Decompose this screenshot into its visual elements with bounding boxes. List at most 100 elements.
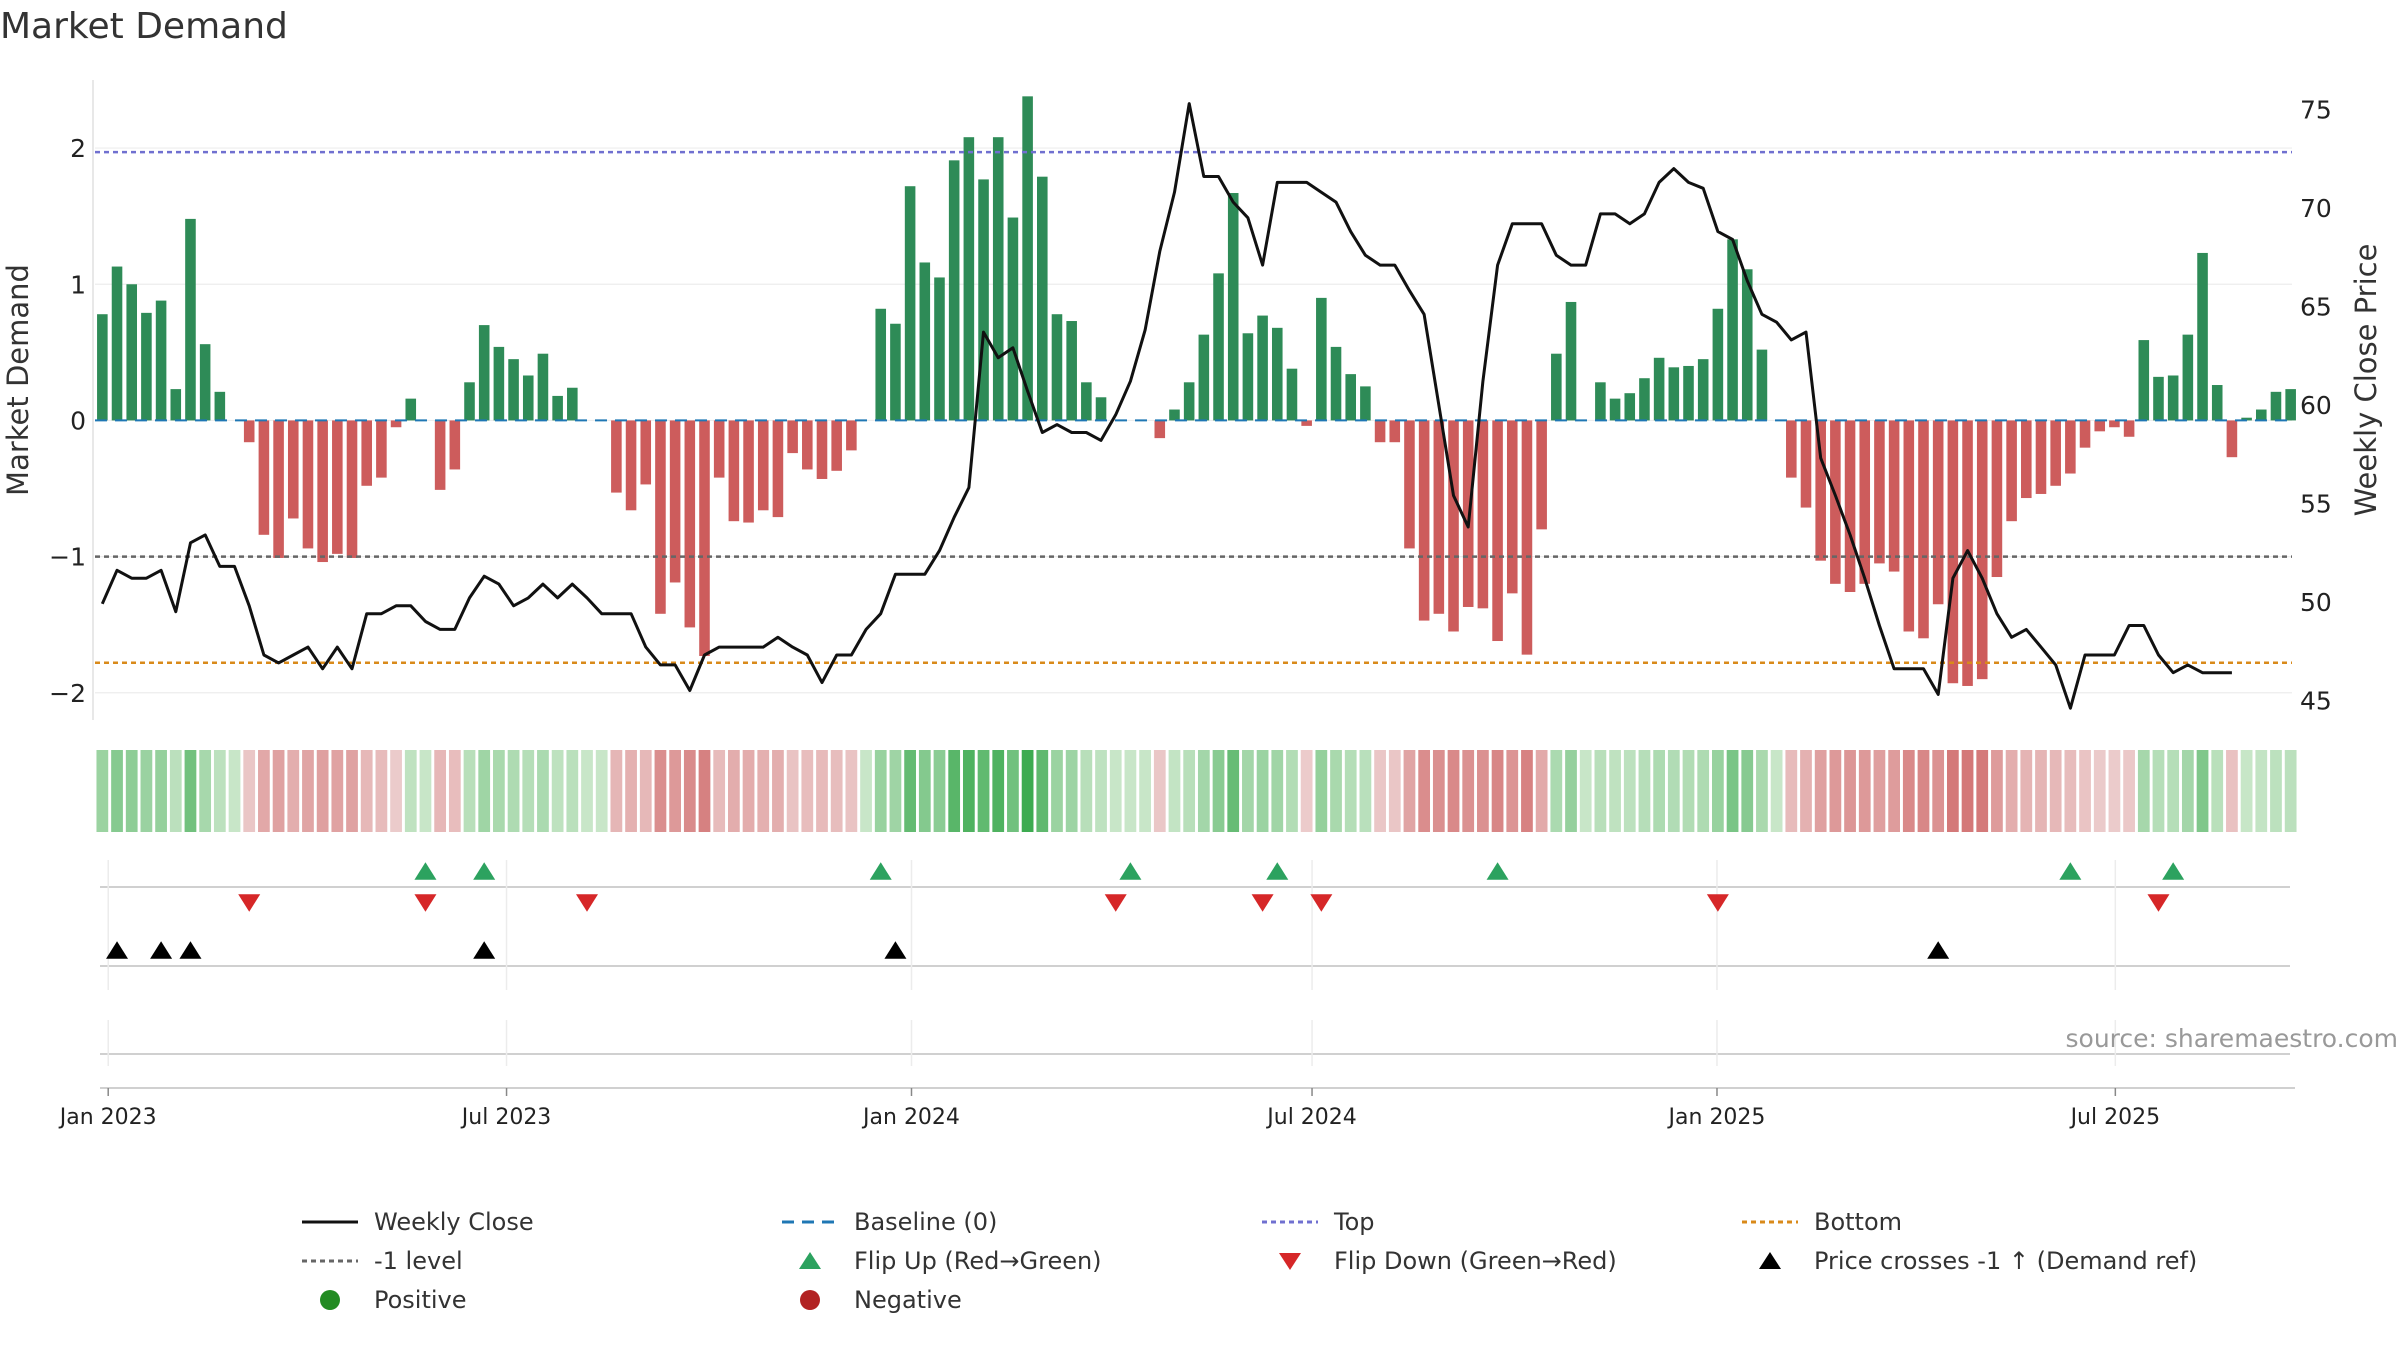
demand-bar: [1007, 217, 1019, 421]
demand-bar: [199, 344, 211, 421]
heat-cell: [948, 750, 961, 832]
demand-bar: [2109, 420, 2120, 428]
heat-cell: [1021, 750, 1034, 832]
right-y-tick-label: 60: [2300, 391, 2332, 420]
demand-bar: [243, 420, 255, 443]
legend-item-minus_one: -1 level: [300, 1247, 463, 1275]
heat-cell: [992, 750, 1005, 832]
demand-bar: [2241, 417, 2252, 421]
heat-cell: [683, 750, 696, 832]
demand-bar: [302, 420, 314, 549]
bottom-legend-icon: [1742, 1220, 1798, 1224]
demand-bar: [478, 325, 490, 421]
flip-down-marker: [1251, 894, 1274, 912]
heat-cell: [1271, 750, 1284, 832]
demand-bar: [1976, 420, 1988, 680]
heat-cell: [860, 750, 872, 832]
heat-cell: [1712, 750, 1724, 832]
heat-cell: [2123, 750, 2135, 832]
heat-cell: [1344, 750, 1357, 832]
demand-bar: [1301, 420, 1312, 426]
demand-bar: [1257, 315, 1268, 421]
demand-bar: [2255, 409, 2267, 421]
price-line-layer: [100, 102, 2232, 710]
demand-bar: [185, 218, 196, 421]
heat-cell: [2255, 750, 2268, 832]
demand-bar: [1271, 327, 1283, 421]
demand-bar: [802, 420, 813, 470]
demand-bar: [346, 420, 358, 558]
heat-cell: [1374, 750, 1386, 832]
signal-markers: [100, 860, 2295, 1089]
heat-cell: [184, 750, 197, 832]
demand-bar: [1991, 420, 2003, 578]
heat-cell: [1212, 750, 1225, 832]
heat-cell: [1946, 750, 1959, 832]
heat-cell: [551, 750, 564, 832]
demand-bar: [434, 420, 446, 490]
demand-bar: [1903, 420, 1915, 632]
heat-cell: [96, 750, 109, 832]
demand-bar: [1051, 314, 1063, 421]
demand-bar: [2270, 391, 2282, 421]
baseline-legend-icon: [782, 1220, 838, 1224]
reference-lines: [95, 150, 2292, 665]
heat-cell: [2181, 750, 2194, 832]
demand-bar: [361, 420, 372, 486]
heat-cell: [669, 750, 681, 832]
price-cross-marker: [884, 941, 907, 959]
demand-bar: [2094, 420, 2106, 432]
heat-cell: [507, 750, 520, 832]
heat-cell: [404, 750, 417, 832]
heat-cell: [1800, 750, 1812, 832]
heat-cell: [316, 750, 329, 832]
demand-bar: [273, 420, 284, 558]
demand-bar: [2153, 376, 2164, 421]
flip-down-marker: [2147, 894, 2170, 912]
demand-bar: [1786, 420, 1797, 478]
heat-cell: [801, 750, 814, 832]
heat-cell: [2005, 750, 2018, 832]
heat-cell: [478, 750, 491, 832]
demand-bar: [1037, 176, 1048, 421]
price-cross-marker: [179, 941, 202, 959]
demand-bar: [332, 420, 343, 554]
right-y-tick-label: 75: [2300, 96, 2332, 125]
demand-bar: [625, 420, 637, 511]
demand-bar: [1727, 239, 1738, 421]
heat-cell: [1770, 750, 1783, 832]
demand-bar: [1154, 420, 1166, 439]
demand-bar: [287, 420, 299, 519]
left-y-tick-label: −2: [49, 679, 86, 708]
demand-bar: [1374, 420, 1386, 443]
left-y-axis-title: Market Demand: [1, 264, 35, 496]
demand-bar: [1448, 420, 1459, 632]
demand-bar: [890, 323, 901, 421]
demand-bar: [1227, 193, 1239, 421]
legend-item-positive: Positive: [300, 1286, 467, 1314]
heat-cell: [463, 750, 476, 832]
demand-bar: [1712, 308, 1724, 421]
demand-bar: [1756, 349, 1768, 421]
demand-bar: [170, 389, 182, 421]
demand-bar: [537, 353, 549, 421]
demand-bar: [640, 420, 652, 485]
heat-cell: [962, 750, 975, 832]
heat-cell: [1535, 750, 1548, 832]
right-y-tick-label: 45: [2300, 686, 2332, 715]
heat-cell: [2196, 750, 2209, 832]
legend-item-negative: Negative: [780, 1286, 962, 1314]
heat-cell: [434, 750, 447, 832]
demand-bar: [1639, 378, 1650, 421]
heat-cell: [1521, 750, 1533, 832]
flip-up-marker: [414, 862, 437, 880]
demand-bar: [1697, 359, 1709, 421]
heat-cell: [1242, 750, 1254, 832]
heat-cell: [581, 750, 593, 832]
heat-cell: [1051, 750, 1063, 832]
legend-item-bottom: Bottom: [1740, 1208, 1902, 1236]
legend-item-flip_up: Flip Up (Red→Green): [780, 1247, 1102, 1275]
demand-bar: [317, 420, 328, 563]
heat-cell: [2137, 750, 2150, 832]
heat-cell: [772, 750, 784, 832]
